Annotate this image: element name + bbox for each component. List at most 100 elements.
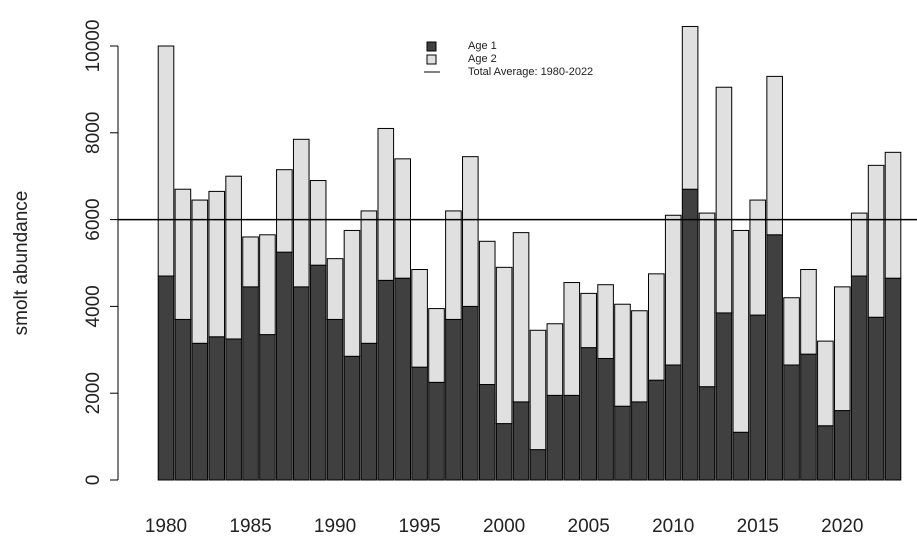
bar-segment — [749, 199, 767, 316]
bar-segment — [766, 234, 783, 481]
bar-segment — [850, 212, 868, 277]
bar-segment — [867, 316, 885, 481]
bar-segment — [664, 364, 682, 481]
bar-segment — [817, 425, 834, 481]
bar-segment — [462, 156, 479, 307]
bar-segment — [681, 188, 699, 481]
bar-segment — [833, 286, 851, 412]
bar-segment — [698, 212, 716, 388]
bar-segment — [495, 266, 513, 425]
x-tick-label: 2010 — [652, 516, 694, 537]
bar-segment — [208, 190, 226, 338]
bar-segment — [749, 314, 767, 481]
bar-segment — [208, 336, 226, 481]
bar-segment — [681, 25, 699, 190]
bar-segment — [597, 357, 614, 481]
y-tick-label: 8000 — [83, 112, 104, 154]
bar-segment — [512, 232, 530, 403]
bar-segment — [512, 401, 530, 481]
bar-segment — [529, 449, 547, 481]
bar-segment — [360, 342, 378, 481]
x-tick-label: 1980 — [145, 516, 187, 537]
bar-segment — [309, 180, 327, 266]
x-tick-label: 1995 — [398, 516, 440, 537]
bar-segment — [343, 229, 361, 357]
bar-segment — [800, 353, 817, 481]
x-tick-label: 1990 — [314, 516, 356, 537]
bar-segment — [563, 282, 581, 396]
bar-segment — [563, 394, 581, 481]
bar-segment — [614, 405, 631, 481]
bar-segment — [833, 410, 851, 481]
bar-segment — [259, 334, 276, 481]
bar-segment — [411, 366, 428, 481]
x-tick-label: 2020 — [821, 516, 863, 537]
bar-segment — [462, 305, 479, 481]
bar-segment — [800, 269, 817, 355]
y-tick-label: 10000 — [83, 20, 104, 73]
bar-segment — [292, 286, 310, 481]
x-tick-label: 2000 — [483, 516, 525, 537]
bar-segment — [850, 275, 868, 481]
x-tick-label: 2005 — [568, 516, 610, 537]
legend-label: Age 1 — [468, 40, 497, 52]
y-axis-label: smolt abundance — [11, 191, 32, 336]
bar-segment — [191, 342, 209, 481]
bar-segment — [377, 279, 395, 481]
bar-segment — [242, 236, 259, 288]
x-tick-label: 1985 — [229, 516, 271, 537]
bar-segment — [242, 286, 259, 481]
bar-segment — [580, 292, 597, 349]
legend-swatch — [426, 41, 437, 52]
bar-segment — [292, 138, 310, 288]
bar-segment — [546, 394, 564, 481]
bar-segment — [732, 431, 750, 481]
bar-segment — [394, 277, 411, 481]
bar-segment — [614, 303, 631, 407]
bar-segment — [394, 158, 411, 279]
bar-segment — [174, 318, 192, 481]
bar-segment — [326, 318, 344, 481]
bar-segment — [411, 269, 428, 368]
legend-label: Age 2 — [468, 53, 497, 65]
bar-segment — [495, 423, 513, 481]
bar-segment — [715, 86, 733, 314]
bar-segment — [817, 340, 834, 427]
bar-segment — [580, 347, 597, 481]
bar-segment — [276, 251, 293, 481]
y-tick-label: 2000 — [83, 372, 104, 414]
y-tick-label: 4000 — [83, 285, 104, 327]
bar-segment — [343, 355, 361, 481]
bar-segment — [309, 264, 327, 481]
bar-segment — [174, 188, 192, 320]
bar-segment — [445, 318, 462, 481]
bar-segment — [326, 258, 344, 320]
bar-segment — [225, 338, 242, 481]
bar-segment — [698, 386, 716, 481]
bar-segment — [360, 210, 378, 344]
bar-segment — [157, 45, 175, 277]
legend-label: Total Average: 1980-2022 — [468, 66, 593, 78]
bar-segment — [783, 364, 800, 481]
bar-segment — [478, 384, 496, 481]
bar-segment — [377, 127, 395, 281]
bar-segment — [276, 169, 293, 253]
bar-segment — [766, 75, 783, 236]
bar-segment — [428, 381, 445, 481]
bar-segment — [867, 164, 885, 318]
bar-segment — [478, 240, 496, 386]
x-tick-label: 2015 — [737, 516, 779, 537]
bar-segment — [631, 401, 648, 481]
bar-segment — [631, 310, 648, 403]
bar-segment — [225, 175, 242, 340]
bar-segment — [445, 210, 462, 320]
bar-segment — [546, 323, 564, 396]
bar-segment — [157, 275, 175, 481]
bar-segment — [732, 229, 750, 433]
bar-segment — [648, 379, 665, 481]
bar-segment — [664, 214, 682, 366]
y-tick-label: 6000 — [83, 198, 104, 240]
bar-segment — [884, 151, 902, 279]
bar-segment — [597, 284, 614, 359]
